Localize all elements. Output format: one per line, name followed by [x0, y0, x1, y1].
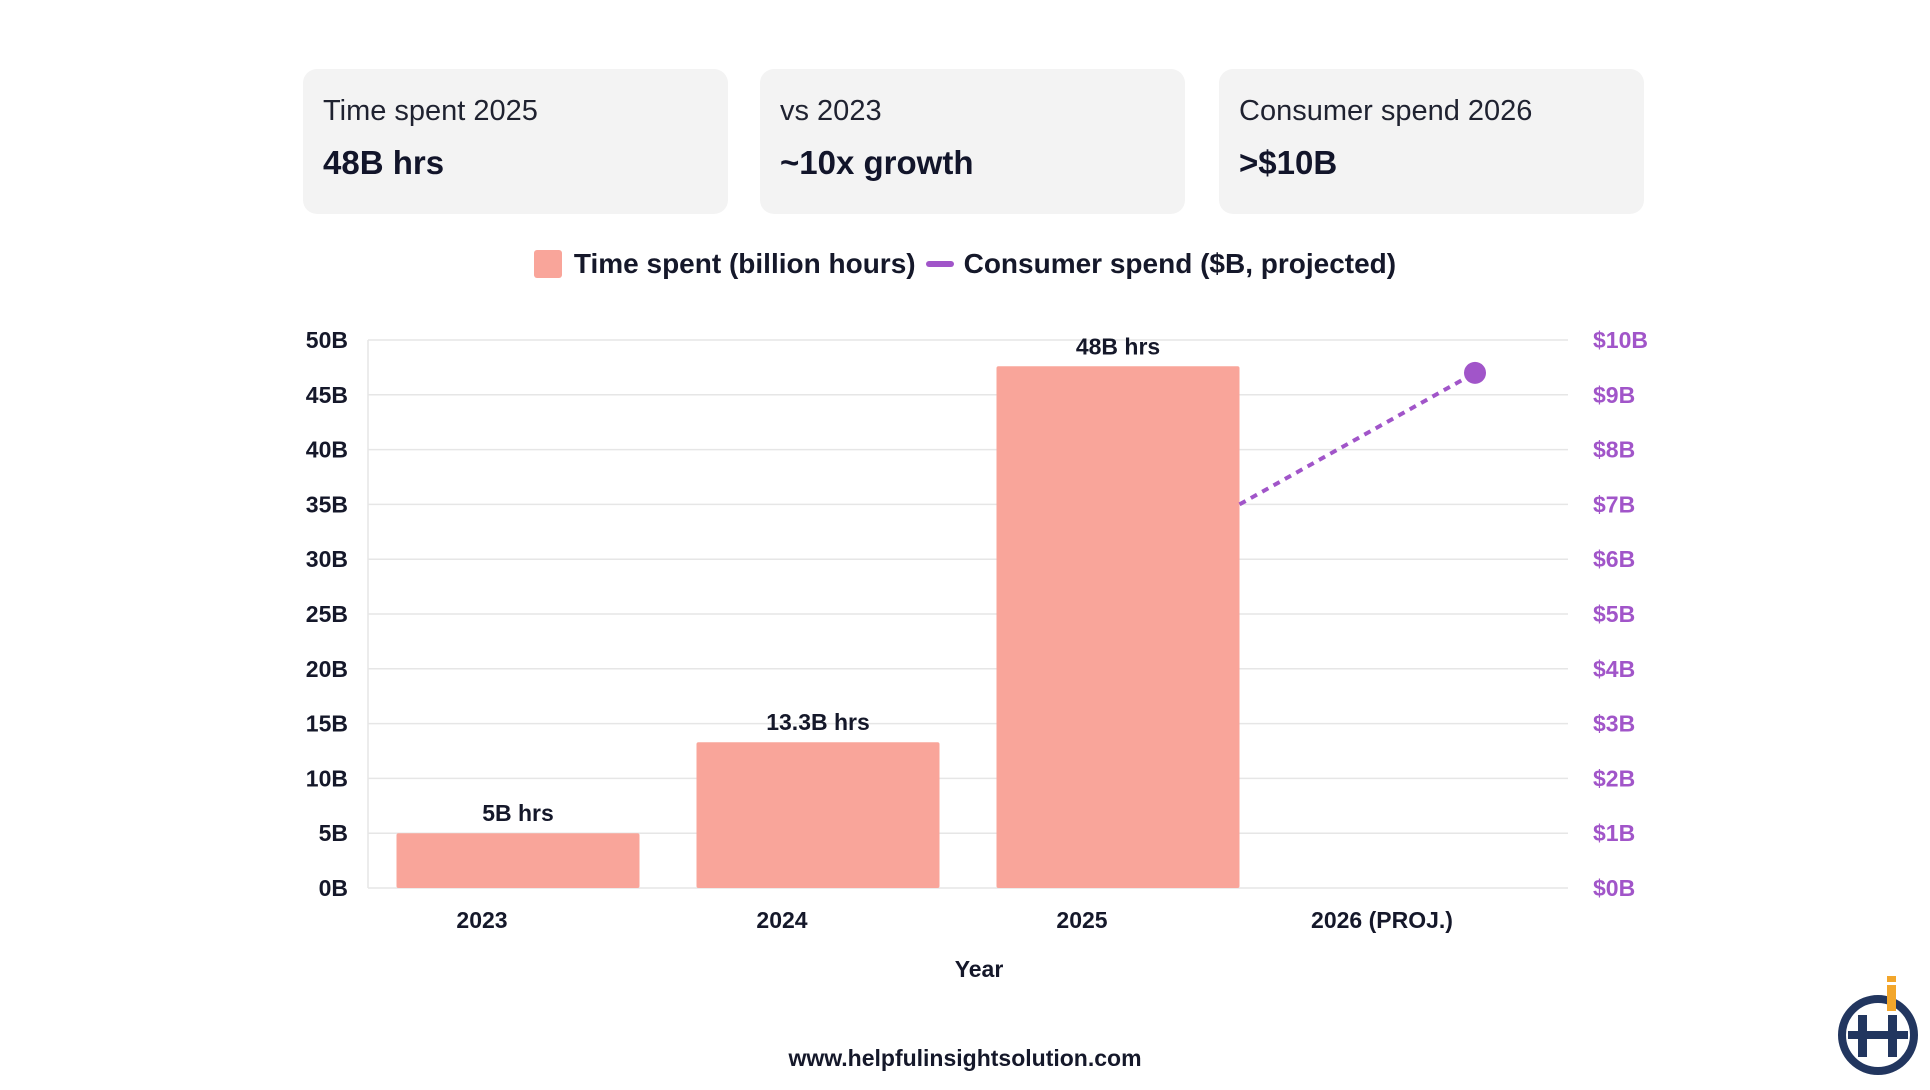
- y-tick-label: 25B: [306, 601, 348, 627]
- legend-bar-label: Time spent (billion hours): [573, 248, 916, 279]
- y2-tick-label: $5B: [1593, 601, 1635, 627]
- y-tick-label: 30B: [306, 546, 348, 572]
- kpi-label: Consumer spend 2026: [1239, 95, 1533, 127]
- combo-chart: 0B 5B 10B 15B 20B 25B 30B 35B 40B 45B 50B $0B $1B $2B…: [306, 327, 1648, 982]
- legend-line-swatch: [925, 261, 954, 267]
- kpi-value: >$10B: [1239, 144, 1338, 181]
- x-axis-title: Year: [955, 956, 1004, 982]
- x-tick-label: 2025: [1056, 907, 1107, 933]
- y2-tick-label: $10B: [1593, 327, 1648, 353]
- legend-item-bars: Time spent (billion hours): [533, 248, 916, 280]
- y-tick-label: 35B: [306, 491, 348, 517]
- hi-logo-icon: [1838, 976, 1918, 1075]
- y2-tick-label: $1B: [1593, 820, 1635, 846]
- y-tick-label: 10B: [306, 765, 348, 791]
- x-tick-label: 2026 (PROJ.): [1311, 907, 1453, 933]
- y2-tick-label: $3B: [1593, 711, 1635, 737]
- kpi-card-growth: vs 2023 ~10x growth: [760, 69, 1185, 214]
- y-tick-label: 5B: [319, 820, 348, 846]
- y2-tick-label: $6B: [1593, 546, 1635, 572]
- kpi-card-consumer-spend: Consumer spend 2026 >$10B: [1219, 69, 1644, 214]
- y-tick-label: 0B: [319, 875, 348, 901]
- bar-data-label: 48B hrs: [1076, 333, 1160, 359]
- bar-2024: [696, 742, 940, 888]
- footer-url[interactable]: www.helpfulinsightsolution.com: [788, 1045, 1142, 1071]
- y2-tick-label: $4B: [1593, 656, 1635, 682]
- consumer-spend-point: [1464, 361, 1486, 384]
- y2-tick-label: $0B: [1593, 875, 1635, 901]
- legend-bar-swatch: [533, 250, 562, 278]
- kpi-value: 48B hrs: [323, 144, 445, 181]
- kpi-card-time-spent: Time spent 2025 48B hrs: [303, 69, 728, 214]
- y-tick-label: 15B: [306, 711, 348, 737]
- x-tick-label: 2023: [456, 907, 507, 933]
- kpi-label: vs 2023: [780, 95, 882, 127]
- legend-item-line: Consumer spend ($B, projected): [925, 248, 1397, 280]
- y2-tick-label: $9B: [1593, 382, 1635, 408]
- y2-tick-label: $8B: [1593, 437, 1635, 463]
- kpi-label: Time spent 2025: [323, 95, 538, 127]
- y2-tick-label: $2B: [1593, 765, 1635, 791]
- kpi-value: ~10x growth: [780, 144, 974, 181]
- bar-2025: [996, 366, 1240, 889]
- y-tick-label: 20B: [306, 656, 348, 682]
- y-tick-label: 45B: [306, 382, 348, 408]
- y2-tick-label: $7B: [1593, 491, 1635, 517]
- legend-line-label: Consumer spend ($B, projected): [963, 248, 1397, 279]
- bar-data-label: 13.3B hrs: [766, 709, 870, 735]
- y-tick-label: 50B: [306, 327, 348, 353]
- y-tick-label: 40B: [306, 437, 348, 463]
- x-tick-label: 2024: [756, 907, 807, 933]
- consumer-spend-line: [1238, 371, 1476, 507]
- bar-data-label: 5B hrs: [482, 800, 554, 826]
- bar-2023: [396, 833, 640, 888]
- chart-legend: Time spent (billion hours) Consumer spen…: [0, 248, 1930, 280]
